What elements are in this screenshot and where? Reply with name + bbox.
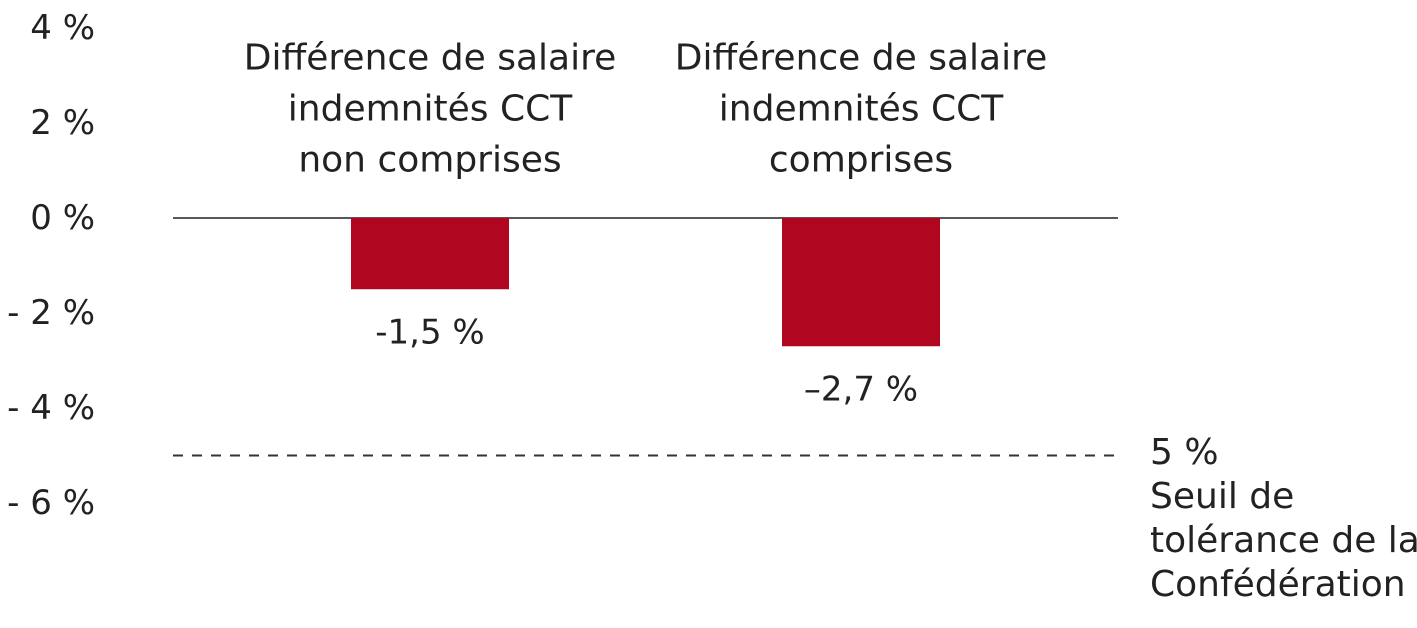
- bar: [782, 218, 940, 347]
- threshold-label-line: Seuil de: [1150, 476, 1294, 517]
- y-tick-label: - 6 %: [7, 483, 95, 523]
- threshold-label: 5 % Seuil de tolérance de la Confédération: [1150, 432, 1417, 605]
- value-labels: -1,5 % –2,7 %: [375, 312, 918, 409]
- y-tick-label: - 2 %: [7, 293, 95, 333]
- y-tick-label: - 4 %: [7, 388, 95, 428]
- category-label-line: indemnités CCT: [288, 89, 573, 130]
- category-label: Différence de salaire indemnités CCT compr…: [675, 38, 1048, 181]
- y-axis: 4 % 2 % 0 % - 2 % - 4 % - 6 %: [7, 8, 95, 523]
- category-label: Différence de salaire indemnités CCT non c…: [244, 38, 617, 181]
- y-tick-label: 2 %: [30, 103, 95, 143]
- threshold-label-line: 5 %: [1150, 432, 1219, 473]
- threshold-label-line: tolérance de la: [1150, 520, 1417, 561]
- bar-value-label: -1,5 %: [375, 312, 484, 352]
- category-labels: Différence de salaire indemnités CCT non c…: [244, 38, 1048, 181]
- category-label-line: Différence de salaire: [675, 38, 1048, 79]
- bar-value-label: –2,7 %: [804, 369, 918, 409]
- category-label-line: Différence de salaire: [244, 38, 617, 79]
- y-tick-label: 4 %: [30, 8, 95, 48]
- bar: [351, 218, 509, 290]
- threshold-label-line: Confédération: [1150, 564, 1406, 605]
- y-tick-label: 0 %: [30, 198, 95, 238]
- bars: [351, 218, 940, 347]
- category-label-line: comprises: [769, 140, 953, 181]
- category-label-line: indemnités CCT: [719, 89, 1004, 130]
- category-label-line: non comprises: [298, 140, 561, 181]
